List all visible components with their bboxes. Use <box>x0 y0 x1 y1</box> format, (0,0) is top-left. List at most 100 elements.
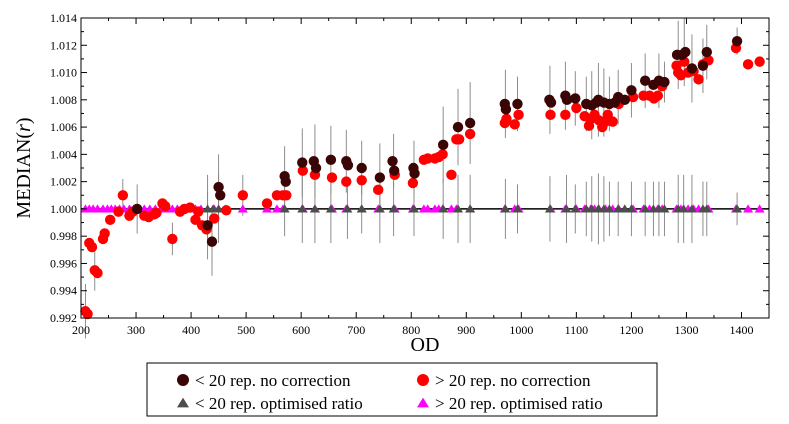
data-point-dark <box>280 176 291 187</box>
x-tick-label: 1400 <box>729 323 753 337</box>
data-point-dark <box>206 236 218 247</box>
data-point-gray-triangle <box>626 204 637 213</box>
y-tick-label: 0.992 <box>50 311 77 325</box>
y-tick-label: 1.000 <box>50 202 77 216</box>
y-tick-label: 0.994 <box>50 284 77 298</box>
data-point-red <box>117 190 129 201</box>
data-point-magenta-triangle <box>237 204 248 213</box>
data-point-red <box>437 149 448 160</box>
legend-label: > 20 rep. optimised ratio <box>435 394 603 413</box>
x-tick-label: 1200 <box>619 323 643 337</box>
data-point-magenta-triangle <box>754 204 765 213</box>
data-point-dark <box>686 63 698 74</box>
data-point-dark <box>409 168 420 179</box>
data-point-red <box>607 116 618 127</box>
data-point-dark <box>202 220 213 231</box>
data-point-red <box>545 109 556 121</box>
data-point-gray-triangle <box>408 204 419 213</box>
data-point-dark <box>464 117 476 129</box>
data-point-red <box>221 205 232 216</box>
data-point-red <box>281 190 292 201</box>
data-point-gray-triangle <box>512 204 523 213</box>
data-point-red <box>113 206 124 217</box>
data-point-magenta-triangle <box>422 204 433 213</box>
data-point-gray-triangle <box>374 204 385 213</box>
data-point-gray-triangle <box>604 204 615 213</box>
x-tick-label: 400 <box>182 323 200 337</box>
data-point-gray-triangle <box>309 204 320 213</box>
data-point-red <box>297 165 309 176</box>
data-point-dark <box>680 46 691 58</box>
data-point-red <box>693 74 704 85</box>
data-point-gray-triangle <box>325 204 336 213</box>
data-point-red <box>208 213 220 224</box>
data-point-dark <box>213 181 224 193</box>
data-point-gray-triangle <box>388 204 399 213</box>
data-point-gray-triangle <box>640 204 651 213</box>
marker-layer <box>80 35 765 320</box>
data-point-red <box>513 109 524 121</box>
data-point-red <box>560 109 571 121</box>
data-point-dark <box>561 94 573 106</box>
data-point-red <box>184 202 196 213</box>
x-tick-label: 600 <box>292 323 310 337</box>
x-tick-label: 200 <box>72 323 90 337</box>
y-axis-title-suffix: ) <box>13 117 35 124</box>
data-point-red <box>509 119 520 130</box>
data-point-gray-triangle <box>438 204 449 213</box>
x-tick-label: 500 <box>237 323 255 337</box>
data-point-red <box>422 153 433 164</box>
legend: < 20 rep. no correction > 20 rep. no cor… <box>146 362 658 417</box>
data-point-red <box>341 176 352 187</box>
data-point-red <box>193 206 204 217</box>
data-point-red <box>464 128 476 140</box>
legend-label: < 20 rep. no correction <box>195 371 351 390</box>
data-point-red <box>326 172 338 183</box>
x-tick-label: 900 <box>457 323 475 337</box>
legend-marker-gray-triangle <box>177 397 189 408</box>
data-point-gray-triangle <box>356 204 367 213</box>
data-point-dark <box>297 157 308 168</box>
data-point-dark <box>452 121 464 133</box>
data-point-red <box>501 113 512 125</box>
legend-marker-magenta-triangle <box>417 397 429 408</box>
x-tick-label: 700 <box>347 323 365 337</box>
y-tick-label: 1.010 <box>50 66 77 80</box>
data-point-dark <box>374 172 386 183</box>
data-point-dark <box>626 85 637 96</box>
x-tick-label: 1300 <box>674 323 698 337</box>
data-point-dark <box>619 94 630 106</box>
data-point-red <box>237 190 249 201</box>
plot-frame <box>80 17 770 319</box>
data-point-red <box>453 134 465 145</box>
data-point-red <box>446 169 457 181</box>
data-point-gray-triangle <box>701 204 712 213</box>
data-point-red <box>82 308 93 320</box>
data-point-red <box>652 90 664 101</box>
data-point-red <box>104 214 116 226</box>
data-point-gray-triangle <box>613 204 624 213</box>
data-point-red <box>86 241 98 253</box>
data-point-red <box>92 267 103 279</box>
data-point-red <box>167 233 178 245</box>
data-point-dark <box>512 98 523 110</box>
y-axis-ticks: 0.992 0.994 0.996 0.998 1.000 1.002 1.004 1.006… <box>50 11 769 325</box>
data-point-gray-triangle <box>619 204 630 213</box>
y-tick-label: 1.004 <box>50 147 77 161</box>
x-tick-label: 1000 <box>509 323 533 337</box>
y-tick-label: 1.012 <box>50 38 77 52</box>
data-point-dark <box>697 60 709 71</box>
y-axis-title: MEDIAN(r) <box>13 117 35 218</box>
data-point-dark <box>387 155 398 167</box>
data-point-red <box>373 184 384 196</box>
legend-box <box>146 362 658 417</box>
data-point-red <box>754 56 765 67</box>
data-point-gray-triangle <box>561 204 572 213</box>
data-point-dark <box>215 190 226 201</box>
data-point-dark <box>325 154 337 166</box>
y-tick-label: 1.014 <box>50 11 77 25</box>
data-point-red <box>742 59 754 70</box>
data-point-gray-triangle <box>544 204 555 213</box>
data-point-red <box>571 102 582 114</box>
x-tick-label: 300 <box>127 323 145 337</box>
